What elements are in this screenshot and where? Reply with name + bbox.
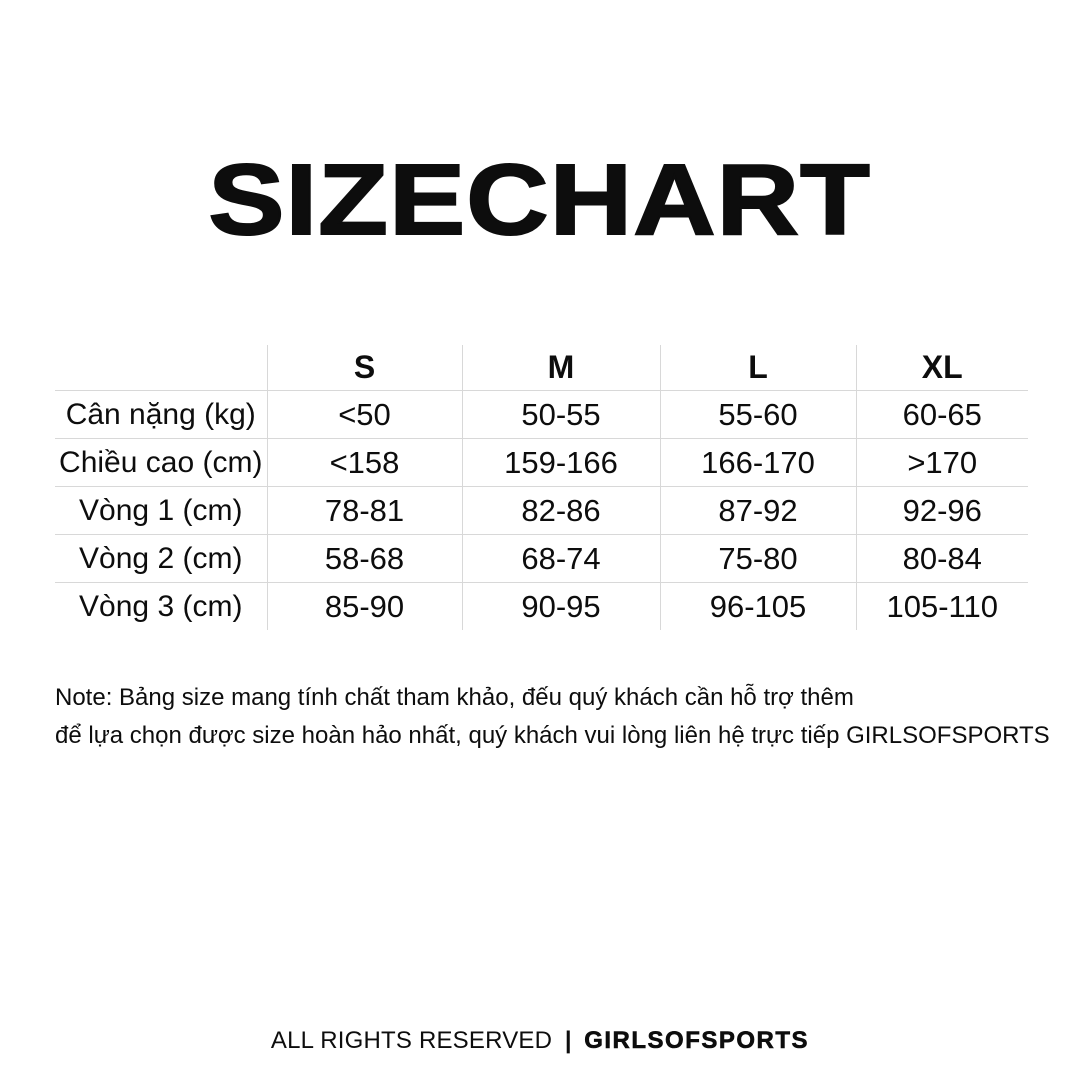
footer-rights-text: ALL RIGHTS RESERVED: [270, 1027, 553, 1054]
table-row-weight: Cân nặng (kg) <50 50-55 55-60 60-65: [55, 390, 1028, 439]
page-title: SIZECHART: [0, 144, 1080, 256]
table-row-hip: Vòng 3 (cm) 85-90 90-95 96-105 105-110: [55, 582, 1028, 630]
table-cell: 159-166: [461, 438, 660, 487]
table-header-row: S M L XL: [55, 345, 1028, 391]
table-cell: 80-84: [855, 534, 1028, 583]
footer-separator: |: [564, 1027, 572, 1054]
table-cell: >170: [855, 438, 1028, 487]
table-cell: 82-86: [461, 486, 660, 535]
table-cell: 105-110: [855, 582, 1028, 630]
table-cell: <158: [266, 438, 462, 487]
row-label-height: Chiều cao (cm): [55, 438, 267, 487]
row-label-hip: Vòng 3 (cm): [55, 582, 267, 630]
table-row-waist: Vòng 2 (cm) 58-68 68-74 75-80 80-84: [55, 534, 1028, 583]
table-row-height: Chiều cao (cm) <158 159-166 166-170 >170: [55, 438, 1028, 487]
table-cell: 85-90: [266, 582, 462, 630]
table-cell: 55-60: [659, 390, 856, 439]
corner-cell: [55, 345, 267, 391]
column-header-m: M: [461, 345, 660, 391]
table-cell: 92-96: [855, 486, 1028, 535]
table-row-bust: Vòng 1 (cm) 78-81 82-86 87-92 92-96: [55, 486, 1028, 535]
table-cell: 60-65: [855, 390, 1028, 439]
table-cell: 78-81: [266, 486, 462, 535]
row-label-weight: Cân nặng (kg): [55, 390, 267, 439]
footer: ALL RIGHTS RESERVED | GIRLSOFSPORTS: [0, 1026, 1080, 1056]
table-cell: 90-95: [461, 582, 660, 630]
table-cell: 50-55: [461, 390, 660, 439]
table-cell: 68-74: [461, 534, 660, 583]
table-cell: 58-68: [266, 534, 462, 583]
table-cell: <50: [266, 390, 462, 439]
column-header-xl: XL: [855, 345, 1028, 391]
table-cell: 166-170: [659, 438, 856, 487]
table-cell: 75-80: [659, 534, 856, 583]
column-header-s: S: [266, 345, 462, 391]
page-title-text: SIZECHART: [208, 144, 872, 256]
table-cell: 87-92: [659, 486, 856, 535]
table-cell: 96-105: [659, 582, 856, 630]
row-label-bust: Vòng 1 (cm): [55, 486, 267, 535]
size-note-line-1: Note: Bảng size mang tính chất tham khảo…: [55, 684, 854, 711]
footer-brand-name: GIRLSOFSPORTS: [584, 1027, 810, 1055]
column-header-l: L: [659, 345, 856, 391]
size-note-line-2: để lựa chọn được size hoàn hảo nhất, quý…: [55, 722, 1050, 749]
size-note: Note: Bảng size mang tính chất tham khảo…: [55, 679, 1050, 755]
row-label-waist: Vòng 2 (cm): [55, 534, 267, 583]
size-table: S M L XL Cân nặng (kg) <50 50-55 55-60 6…: [55, 345, 1028, 630]
